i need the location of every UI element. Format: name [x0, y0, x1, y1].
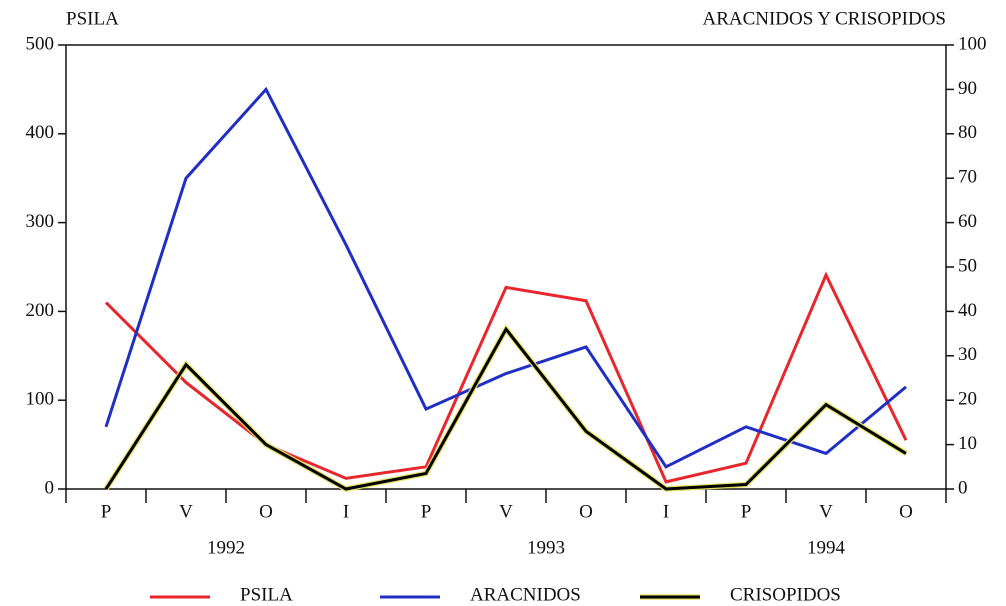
y2-tick-label: 90	[958, 78, 977, 99]
y-tick-label: 200	[26, 300, 55, 321]
y2-tick-label: 80	[958, 122, 977, 143]
legend-label: CRISOPIDOS	[730, 584, 841, 605]
y-tick-label: 400	[26, 122, 55, 143]
x-tick-label: V	[499, 501, 513, 522]
x-tick-label: I	[343, 501, 349, 522]
x-tick-label: P	[421, 501, 432, 522]
series-line	[104, 271, 908, 484]
y-axis-label: PSILA	[66, 8, 119, 29]
year-label: 1992	[207, 537, 245, 558]
y2-tick-label: 30	[958, 344, 977, 365]
y2-tick-label: 20	[958, 389, 977, 410]
series-line	[104, 86, 907, 469]
x-tick-label: V	[819, 501, 833, 522]
y-tick-label: 500	[26, 33, 55, 54]
y2-tick-label: 60	[958, 211, 977, 232]
y2-tick-label: 100	[958, 33, 987, 54]
y-tick-label: 300	[26, 211, 55, 232]
y-tick-label: 100	[26, 389, 55, 410]
y2-tick-label: 10	[958, 433, 977, 454]
x-tick-label: I	[663, 501, 669, 522]
legend-label: PSILA	[240, 584, 293, 605]
year-label: 1994	[807, 537, 846, 558]
y2-tick-label: 50	[958, 255, 977, 276]
y2-tick-label: 40	[958, 300, 977, 321]
x-tick-label: O	[259, 501, 273, 522]
year-label: 1993	[527, 537, 565, 558]
y-tick-label: 0	[45, 477, 55, 498]
x-tick-label: O	[579, 501, 593, 522]
x-tick-label: P	[741, 501, 752, 522]
y2-tick-label: 0	[958, 477, 968, 498]
line-halo	[103, 324, 908, 492]
plot-frame	[65, 44, 947, 490]
y2-tick-label: 70	[958, 167, 977, 188]
x-tick-label: V	[179, 501, 193, 522]
legend-label: ARACNIDOS	[470, 584, 581, 605]
y2-axis-label: ARACNIDOS Y CRISOPIDOS	[702, 8, 946, 29]
x-tick-label: O	[899, 501, 913, 522]
series-line	[104, 326, 907, 491]
x-tick-label: P	[101, 501, 112, 522]
